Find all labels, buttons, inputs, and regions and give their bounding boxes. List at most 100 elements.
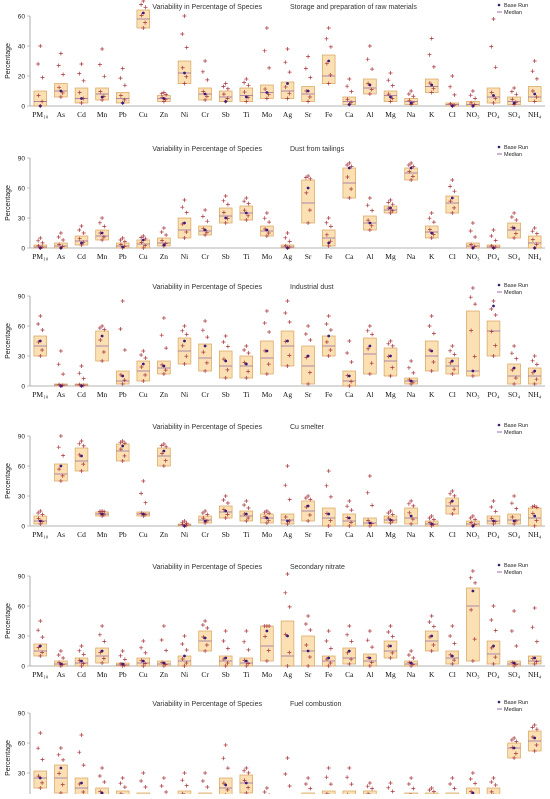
base-run-point	[286, 635, 289, 638]
sample-point	[265, 211, 269, 215]
y-tick-label: 60	[18, 323, 26, 330]
sample-point	[391, 202, 395, 206]
sample-point	[535, 727, 539, 731]
x-tick-label: As	[57, 110, 65, 119]
sample-point	[327, 469, 331, 473]
sample-point	[453, 93, 457, 97]
sample-point	[288, 605, 292, 609]
sample-point	[38, 509, 42, 513]
sample-point	[448, 492, 452, 496]
sample-point	[391, 344, 395, 348]
y-axis-label: Percentage	[5, 603, 12, 639]
sample-point	[162, 226, 166, 230]
sample-point	[453, 189, 457, 193]
base-run-point	[142, 513, 145, 516]
sample-point	[304, 622, 308, 626]
box-PO₄	[487, 641, 500, 664]
sample-point	[100, 324, 104, 328]
sample-point	[263, 790, 267, 794]
sample-point	[512, 494, 516, 498]
sample-point	[411, 656, 415, 660]
x-tick-label: Mo	[262, 110, 273, 119]
base-run-point	[163, 97, 166, 100]
sample-point	[123, 657, 127, 661]
base-run-point	[348, 517, 351, 520]
base-run-point	[533, 93, 536, 96]
base-run-point	[513, 227, 516, 230]
sample-point	[59, 434, 63, 438]
x-tick-label: NH₄	[528, 110, 542, 119]
base-run-point	[60, 247, 63, 250]
box-Cd	[75, 88, 88, 103]
sample-point	[345, 163, 349, 167]
sample-point	[267, 220, 271, 224]
sample-point	[510, 738, 514, 742]
base-run-point	[348, 375, 351, 378]
sample-point	[473, 302, 477, 306]
base-run-point	[410, 380, 413, 383]
sample-point	[489, 307, 493, 311]
x-tick-label: Cd	[77, 670, 86, 679]
x-tick-label: Cr	[201, 252, 209, 261]
base-run-point	[121, 246, 124, 249]
base-run-point	[369, 657, 372, 660]
sample-point	[512, 211, 516, 215]
sample-point	[57, 753, 61, 757]
base-run-point	[39, 105, 42, 108]
x-tick-label: Ni	[181, 252, 189, 261]
sample-point	[286, 231, 290, 235]
sample-point	[389, 509, 393, 513]
sample-point	[203, 619, 207, 623]
box-SO₄	[508, 223, 521, 238]
base-run-point	[266, 350, 269, 353]
chart-subtitle: Secondary nitrate	[290, 564, 345, 571]
sample-point	[59, 349, 63, 353]
sample-point	[283, 236, 287, 240]
x-tick-label: Cr	[201, 110, 209, 119]
sample-point	[226, 647, 230, 651]
base-run-point	[101, 650, 104, 653]
base-run-point	[513, 102, 516, 105]
sample-point	[512, 344, 516, 348]
base-run-point	[183, 340, 186, 343]
sample-point	[160, 333, 164, 337]
x-tick-label: Mg	[385, 390, 396, 399]
base-run-point	[163, 662, 166, 665]
sample-point	[180, 205, 184, 209]
sample-point	[164, 649, 168, 653]
sample-point	[98, 221, 102, 225]
base-run-point	[183, 222, 186, 225]
sample-point	[263, 49, 267, 53]
sample-point	[205, 219, 209, 223]
box-Sr	[302, 180, 315, 223]
sample-point	[366, 784, 370, 788]
sample-point	[471, 221, 475, 225]
y-tick-label: 30	[18, 215, 26, 222]
sample-point	[61, 73, 65, 77]
sample-point	[144, 651, 148, 655]
base-run-point	[245, 660, 248, 663]
sample-point	[428, 53, 432, 57]
base-run-point	[245, 363, 248, 366]
sample-point	[407, 366, 411, 370]
sample-point	[432, 332, 436, 336]
sample-point	[119, 76, 123, 80]
y-tick-label: 20	[18, 73, 26, 80]
sample-point	[325, 484, 329, 488]
sample-point	[77, 442, 81, 446]
sample-point	[327, 314, 331, 318]
base-run-point	[204, 637, 207, 640]
base-run-point	[307, 355, 310, 358]
x-tick-label: Na	[407, 670, 416, 679]
sample-point	[283, 60, 287, 64]
base-run-point	[307, 187, 310, 190]
y-tick-label: 90	[18, 293, 26, 300]
sample-point	[100, 766, 104, 770]
sample-point	[325, 221, 329, 225]
base-run-point	[245, 96, 248, 99]
x-tick-label: PM₁₀	[32, 390, 48, 399]
x-tick-label: Pb	[119, 252, 127, 261]
legend-base-run-label: Base Run	[504, 3, 528, 9]
x-tick-label: PM₁₀	[32, 252, 48, 261]
